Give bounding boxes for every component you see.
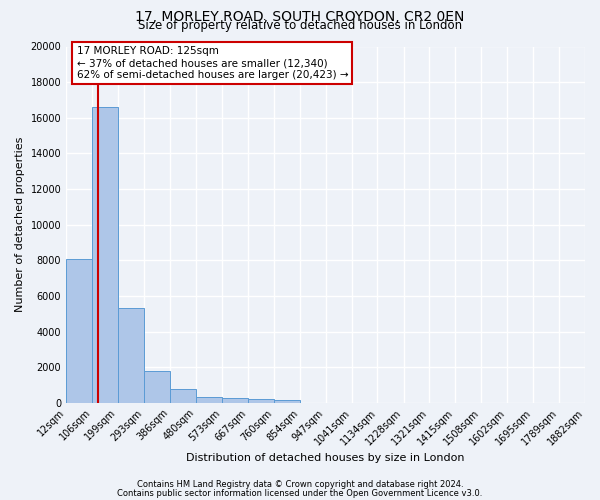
Bar [144, 371, 170, 403]
Bar [170, 390, 196, 403]
Text: Contains HM Land Registry data © Crown copyright and database right 2024.: Contains HM Land Registry data © Crown c… [137, 480, 463, 489]
Bar [66, 258, 92, 403]
Text: Contains public sector information licensed under the Open Government Licence v3: Contains public sector information licen… [118, 488, 482, 498]
X-axis label: Distribution of detached houses by size in London: Distribution of detached houses by size … [187, 452, 465, 462]
Text: 17, MORLEY ROAD, SOUTH CROYDON, CR2 0EN: 17, MORLEY ROAD, SOUTH CROYDON, CR2 0EN [136, 10, 464, 24]
Bar [248, 400, 274, 403]
Text: 17 MORLEY ROAD: 125sqm
← 37% of detached houses are smaller (12,340)
62% of semi: 17 MORLEY ROAD: 125sqm ← 37% of detached… [77, 46, 348, 80]
Text: Size of property relative to detached houses in London: Size of property relative to detached ho… [138, 18, 462, 32]
Bar [222, 398, 248, 403]
Bar [92, 107, 118, 403]
Bar [118, 308, 144, 403]
Bar [196, 396, 222, 403]
Y-axis label: Number of detached properties: Number of detached properties [15, 137, 25, 312]
Bar [274, 400, 300, 403]
